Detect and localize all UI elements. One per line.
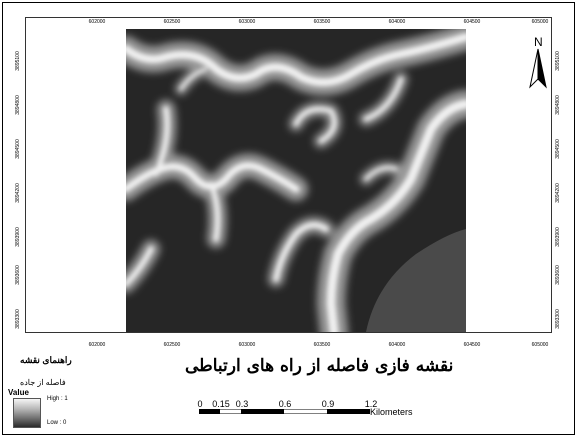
y-tick-label-left: 3893900 — [15, 227, 21, 247]
y-tick-label-left: 3894800 — [15, 95, 21, 115]
y-tick-label-left: 3893600 — [15, 265, 21, 285]
y-tick-label-right: 3894800 — [555, 95, 561, 115]
legend-layer-name: فاصله از جاده — [20, 378, 66, 387]
legend-title: راهنمای نقشه — [20, 355, 72, 365]
legend-value-label: Value — [8, 388, 29, 397]
map-layout-frame — [2, 2, 575, 435]
x-tick-label-top: 602500 — [163, 19, 181, 25]
x-tick-label-top: 603500 — [313, 19, 331, 25]
y-tick-label-right: 3893300 — [555, 309, 561, 329]
x-tick-label-top: 604500 — [463, 19, 481, 25]
y-tick-label-right: 3893900 — [555, 227, 561, 247]
x-tick-label-bottom: 603000 — [238, 342, 256, 348]
scale-unit: Kilometers — [370, 407, 413, 417]
x-tick-label-bottom: 602500 — [163, 342, 181, 348]
x-tick-label-bottom: 603500 — [313, 342, 331, 348]
map-title: نقشه فازی فاصله از راه های ارتباطی — [185, 356, 454, 376]
y-tick-label-left: 3894200 — [15, 183, 21, 203]
x-tick-label-top: 605000 — [531, 19, 549, 25]
scale-bar — [199, 409, 370, 414]
x-tick-label-bottom: 604000 — [388, 342, 406, 348]
scale-label: 0.3 — [235, 399, 249, 409]
legend-high-label: High : 1 — [47, 396, 68, 402]
legend-color-ramp — [13, 398, 41, 428]
y-tick-label-right: 3894500 — [555, 139, 561, 159]
x-tick-label-bottom: 602000 — [88, 342, 106, 348]
scale-label: 0 — [197, 399, 203, 409]
y-tick-label-left: 3894500 — [15, 139, 21, 159]
fuzzy-distance-raster — [126, 29, 466, 332]
legend-low-label: Low : 0 — [47, 420, 67, 426]
north-arrow-icon — [529, 48, 547, 89]
y-tick-label-left: 3895100 — [15, 51, 21, 71]
y-tick-label-right: 3893600 — [555, 265, 561, 285]
x-tick-label-top: 603000 — [238, 19, 256, 25]
scale-label: 0.6 — [278, 399, 292, 409]
scale-label: 1.2 — [364, 399, 378, 409]
x-tick-label-bottom: 604500 — [463, 342, 481, 348]
scale-label: 0.15 — [212, 399, 230, 409]
y-tick-label-left: 3893300 — [15, 309, 21, 329]
north-label: N — [534, 35, 543, 49]
x-tick-label-bottom: 605000 — [531, 342, 549, 348]
scale-label: 0.9 — [321, 399, 335, 409]
x-tick-label-top: 602000 — [88, 19, 106, 25]
x-tick-label-top: 604000 — [388, 19, 406, 25]
y-tick-label-right: 3894200 — [555, 183, 561, 203]
